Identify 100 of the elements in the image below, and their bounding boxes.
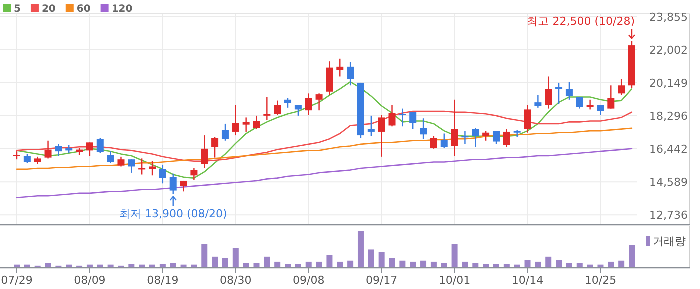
candlestick xyxy=(378,114,386,158)
bar xyxy=(576,263,583,267)
candlestick xyxy=(222,123,229,142)
bar xyxy=(472,263,479,267)
candlestick xyxy=(388,104,396,128)
candlestick xyxy=(118,156,125,168)
candlestick xyxy=(242,117,250,133)
candlestick xyxy=(410,112,417,130)
candlestick xyxy=(274,100,282,116)
bar xyxy=(400,260,406,267)
legend-label: 20 xyxy=(42,4,56,15)
candlestick xyxy=(586,99,594,110)
bar xyxy=(45,263,52,267)
bar xyxy=(493,264,500,267)
legend-label: 120 xyxy=(112,4,133,15)
x-tick-label: 10/25 xyxy=(584,274,617,287)
bar xyxy=(546,256,552,267)
bar xyxy=(160,264,166,267)
candlestick xyxy=(190,168,198,181)
candlestick xyxy=(107,150,114,164)
candlestick xyxy=(399,108,406,128)
candlestick xyxy=(534,94,542,109)
bar xyxy=(566,263,572,267)
bar xyxy=(316,262,322,267)
bar xyxy=(348,260,354,267)
candlestick xyxy=(420,118,428,140)
y-tick-label: 22,002 xyxy=(650,44,688,57)
candlestick xyxy=(232,104,240,136)
candlestick xyxy=(264,96,271,121)
legend-label: 60 xyxy=(76,4,91,15)
candlestick xyxy=(212,136,219,158)
candlestick xyxy=(492,130,500,146)
candlestick xyxy=(608,85,615,110)
bar xyxy=(420,260,427,267)
y-tick-label: 12,736 xyxy=(650,209,688,222)
annotation: 최저 13,900 (08/20) xyxy=(119,207,228,220)
annotation: 최고 22,500 (10/28) xyxy=(527,15,635,28)
bar xyxy=(254,263,260,267)
bar xyxy=(285,264,292,267)
y-tick-label: 16,442 xyxy=(650,143,688,156)
bar xyxy=(378,252,385,267)
candlestick xyxy=(336,58,344,78)
candlestick xyxy=(430,136,438,150)
bar xyxy=(430,262,437,267)
bar xyxy=(618,260,625,267)
candlestick xyxy=(451,99,458,157)
bar xyxy=(483,264,490,267)
candlestick xyxy=(472,128,480,148)
bar xyxy=(212,256,218,267)
bar xyxy=(128,264,135,267)
x-tick-label: 09/08 xyxy=(293,274,325,287)
legend-label: 거래량 xyxy=(653,235,686,248)
candlestick xyxy=(597,104,604,116)
bar xyxy=(170,263,176,267)
bar xyxy=(368,250,374,267)
x-tick-label: 08/19 xyxy=(147,274,179,287)
candlestick xyxy=(86,142,94,157)
bar xyxy=(441,263,448,267)
bar xyxy=(264,256,270,267)
bar xyxy=(202,244,208,267)
y-tick-label: 20,149 xyxy=(650,76,688,90)
candlestick xyxy=(482,130,490,142)
bar xyxy=(556,260,562,267)
candlestick xyxy=(347,62,354,86)
candlestick xyxy=(440,133,448,149)
bar xyxy=(389,258,396,267)
candlestick xyxy=(128,158,136,174)
candlestick xyxy=(55,144,62,157)
bar xyxy=(274,262,281,267)
bar xyxy=(504,264,510,267)
x-tick-label: 10/01 xyxy=(438,274,471,287)
candlestick xyxy=(503,128,510,148)
candlestick xyxy=(159,164,166,184)
bar xyxy=(232,248,239,267)
candlestick xyxy=(44,140,52,160)
bar xyxy=(358,231,364,267)
bar xyxy=(410,262,416,267)
y-tick-label: 23,855 xyxy=(650,10,688,24)
bar xyxy=(462,262,468,267)
bar xyxy=(243,263,250,267)
candlestick xyxy=(618,78,626,96)
y-tick-label: 18,296 xyxy=(650,110,688,124)
bar xyxy=(629,245,635,267)
x-tick-label: 09/17 xyxy=(366,274,398,287)
x-tick-label: 10/14 xyxy=(512,274,544,287)
candlestick xyxy=(514,130,521,138)
bar xyxy=(535,262,542,267)
candlestick xyxy=(96,138,104,154)
candlestick xyxy=(305,93,312,116)
bar xyxy=(608,262,614,267)
bar xyxy=(222,258,228,267)
bar xyxy=(306,262,312,267)
bar xyxy=(452,244,458,267)
candlestick xyxy=(316,93,323,112)
bar xyxy=(524,260,531,267)
bar xyxy=(295,264,302,267)
candlestick xyxy=(201,134,208,170)
legend-label: 5 xyxy=(14,4,21,15)
candlestick xyxy=(368,115,375,138)
candlestick xyxy=(149,160,156,176)
